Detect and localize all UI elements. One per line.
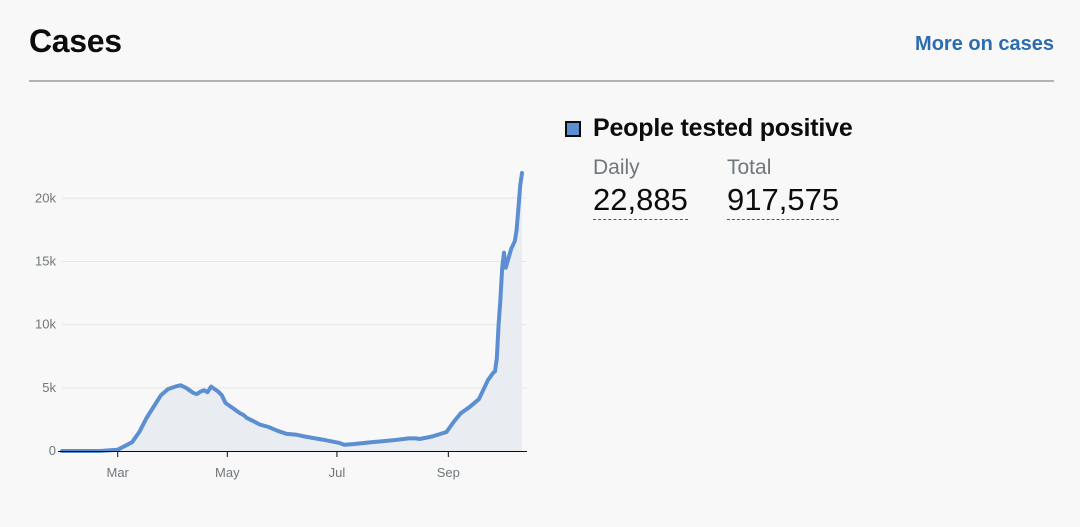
legend-label: People tested positive [593, 114, 853, 142]
daily-label: Daily [593, 156, 640, 179]
x-axis-ticks: Mar May Jul Sep [107, 451, 460, 480]
header-divider [29, 80, 1054, 82]
x-tick-label: Jul [329, 465, 346, 480]
daily-stat: Daily 22,885 [593, 156, 688, 221]
legend: People tested positive [565, 114, 853, 143]
y-tick-label: 5k [42, 380, 56, 395]
total-value[interactable]: 917,575 [727, 183, 840, 221]
chart-gridlines [62, 197, 527, 389]
legend-swatch [565, 120, 581, 137]
y-tick-label: 0 [49, 443, 56, 458]
card-title: Cases [29, 23, 122, 59]
y-axis-ticks: 0 5k 10k 15k 20k [35, 190, 56, 458]
y-tick-label: 20k [35, 190, 56, 205]
cases-chart: 0 5k 10k 15k 20k Mar May Jul Sep [35, 171, 527, 480]
x-tick-label: Mar [107, 465, 130, 480]
x-tick-label: May [215, 465, 240, 480]
x-tick-label: Sep [437, 465, 460, 480]
cases-area-fill [62, 173, 522, 451]
total-label: Total [727, 156, 772, 179]
cases-series-line [60, 171, 524, 453]
total-stat: Total 917,575 [727, 156, 840, 221]
y-tick-label: 10k [35, 317, 56, 332]
daily-value[interactable]: 22,885 [593, 183, 688, 221]
y-tick-label: 15k [35, 253, 56, 268]
more-on-cases-link[interactable]: More on cases [915, 33, 1054, 55]
